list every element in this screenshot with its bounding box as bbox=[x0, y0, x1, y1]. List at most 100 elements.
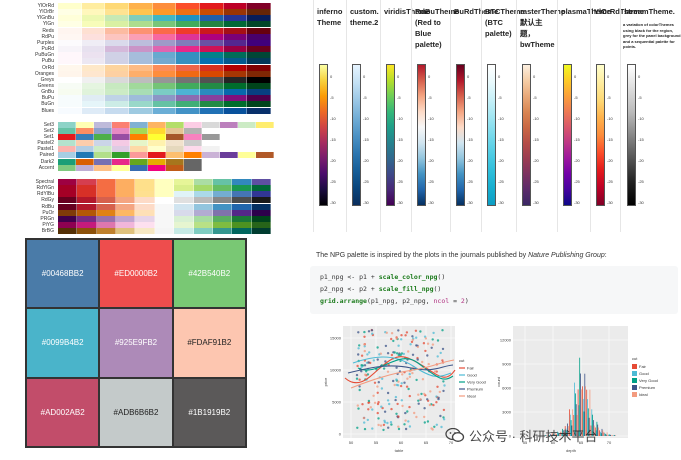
palette-swatch bbox=[166, 121, 184, 128]
palette-swatch bbox=[247, 95, 271, 102]
hist-bar bbox=[601, 428, 603, 436]
scatter-point bbox=[404, 411, 407, 415]
scatter-point bbox=[377, 417, 380, 420]
scatter-legend-label: Premium bbox=[467, 387, 484, 392]
colorkey-tick-label: -5 bbox=[533, 95, 537, 100]
scatter-point bbox=[408, 375, 412, 379]
theme-colorkey bbox=[386, 64, 395, 206]
palette-swatch bbox=[77, 203, 97, 210]
palette-swatch bbox=[116, 191, 136, 198]
hist-bar bbox=[582, 386, 583, 436]
scatter-point bbox=[415, 378, 418, 382]
palette-swatch bbox=[105, 58, 129, 65]
hist-bar bbox=[593, 420, 594, 436]
theme-column: custom. theme.2 0 -5 -10 -15 -20 -25 -30 bbox=[346, 0, 380, 232]
scatter-point bbox=[430, 427, 433, 430]
scatter-point bbox=[424, 337, 428, 340]
scatter-point bbox=[421, 360, 424, 364]
colorkey-tick-label: -10 bbox=[330, 116, 336, 121]
colorkey-tick-label: 0 bbox=[574, 74, 577, 79]
palette-swatch bbox=[199, 95, 224, 102]
scatter-point bbox=[372, 394, 375, 397]
hist-bar bbox=[614, 435, 616, 436]
scatter-point bbox=[363, 349, 366, 353]
palette-swatch bbox=[81, 70, 106, 77]
npg-color-cell: #FDAF91B2 bbox=[172, 308, 246, 378]
scatter-point bbox=[423, 415, 426, 419]
palette-swatch bbox=[112, 121, 130, 128]
scatter-point bbox=[367, 361, 370, 364]
watermark: 公众号 · 科研技术平台 bbox=[445, 426, 598, 444]
palette-swatch bbox=[256, 152, 274, 159]
colorkey-tick-label: -10 bbox=[607, 116, 613, 121]
scatter-point bbox=[380, 405, 383, 408]
colorkey-tick-label: 0 bbox=[467, 74, 470, 79]
scatter-point bbox=[411, 338, 414, 342]
theme-column: YlOrRdTheme 0 -5 -10 -15 -20 -25 -30 bbox=[590, 0, 645, 232]
scatter-x-tick: 60 bbox=[399, 440, 404, 445]
palette-swatch bbox=[128, 46, 153, 53]
scatter-point bbox=[358, 385, 361, 388]
palette-swatch bbox=[184, 134, 202, 140]
scatter-point bbox=[388, 402, 391, 406]
palette-swatch bbox=[199, 76, 224, 83]
palette-swatch bbox=[58, 146, 76, 153]
palette-swatch bbox=[176, 27, 200, 34]
palette-swatch bbox=[199, 46, 224, 53]
hist-bar bbox=[573, 415, 575, 436]
colorkey-tick-label: -20 bbox=[428, 158, 434, 163]
colorkey-tick-label: -5 bbox=[428, 95, 432, 100]
theme-column: streamTheme. a variation of colorThemes u… bbox=[620, 0, 681, 232]
palette-name: RdGy bbox=[41, 197, 54, 204]
palette-swatch bbox=[77, 209, 97, 216]
theme-title: YlOrRdTheme bbox=[594, 7, 645, 16]
palette-swatch bbox=[58, 228, 78, 235]
palette-swatch bbox=[76, 164, 94, 171]
palette-swatch bbox=[112, 146, 130, 153]
palette-swatch bbox=[154, 191, 175, 198]
scatter-x-tick: 65 bbox=[424, 440, 429, 445]
hist-bar bbox=[566, 431, 568, 436]
hist-bar bbox=[592, 414, 593, 436]
scatter-legend-label: Fair bbox=[467, 366, 475, 371]
scatter-point bbox=[369, 406, 372, 409]
palette-name: Reds bbox=[42, 27, 54, 34]
scatter-y-tick: 10000 bbox=[330, 368, 342, 373]
palette-swatch bbox=[58, 197, 78, 204]
hist-bar bbox=[553, 434, 555, 436]
colorkey-tick-label: -30 bbox=[467, 200, 473, 205]
colorkey-tick-label: -25 bbox=[533, 179, 539, 184]
palette-swatch bbox=[199, 82, 224, 89]
hist-bar bbox=[547, 434, 549, 436]
palette-swatch bbox=[112, 158, 130, 165]
palette-swatch bbox=[58, 121, 76, 128]
palette-swatch bbox=[58, 76, 82, 83]
npg-color-cell: #1B1919B2 bbox=[172, 377, 246, 447]
scatter-point bbox=[395, 378, 398, 381]
palette-swatch bbox=[116, 209, 136, 216]
palette-swatch bbox=[223, 89, 248, 96]
code-line-1: p1_npg <- p1 + scale_color_npg() bbox=[320, 273, 446, 281]
palette-swatch bbox=[81, 15, 106, 22]
scatter-point bbox=[442, 389, 445, 393]
colorkey-tick-label: -20 bbox=[498, 158, 504, 163]
palette-swatch bbox=[176, 70, 200, 77]
palette-swatch bbox=[238, 152, 256, 159]
palette-swatch bbox=[96, 228, 117, 235]
palette-swatch bbox=[152, 82, 177, 89]
hist-bar bbox=[570, 420, 572, 436]
theme-colorkey bbox=[319, 64, 328, 206]
palette-swatch bbox=[176, 9, 200, 16]
hist-bar bbox=[543, 435, 545, 436]
colorkey-tick-label: -20 bbox=[363, 158, 369, 163]
palette-swatch bbox=[135, 209, 155, 216]
colorkey-tick-label: -15 bbox=[574, 137, 580, 142]
palette-swatch bbox=[193, 178, 213, 185]
palette-swatch bbox=[112, 127, 130, 134]
scatter-point bbox=[394, 395, 398, 399]
colorkey-tick-label: -15 bbox=[428, 137, 434, 142]
palette-swatch bbox=[256, 121, 274, 128]
colorkey-tick-label: 0 bbox=[397, 74, 400, 79]
hist-bar bbox=[586, 389, 588, 436]
colorkey-tick-label: -5 bbox=[638, 95, 642, 100]
